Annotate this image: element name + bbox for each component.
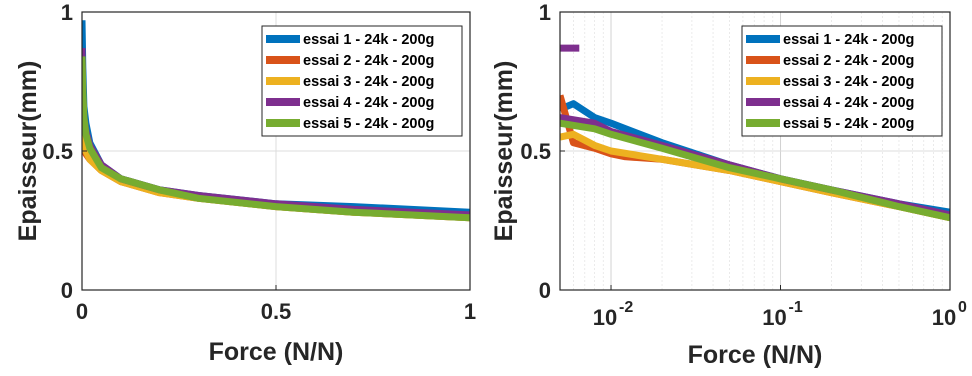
left-legend-label-4: essai 4 - 24k - 200g (303, 95, 434, 111)
right-y-tick-label: 1 (539, 0, 551, 25)
left-x-tick-label: 1 (464, 299, 476, 324)
right-legend-label-1: essai 1 - 24k - 200g (783, 32, 914, 48)
left-x-axis-label: Force (N/N) (209, 338, 344, 366)
right-legend-label-3: essai 3 - 24k - 200g (783, 74, 914, 90)
left-y-tick-label: 1 (61, 0, 73, 25)
right-x-tick-exponent: 0 (958, 299, 967, 316)
right-legend-label-2: essai 2 - 24k - 200g (783, 53, 914, 69)
left-x-tick-label: 0.5 (261, 299, 292, 324)
right-y-axis-label: Epaisseur(mm) (490, 61, 518, 242)
left-series-group (82, 20, 470, 222)
left-x-tick-label: 0 (76, 299, 88, 324)
left-legend-label-3: essai 3 - 24k - 200g (303, 74, 434, 90)
right-legend: essai 1 - 24k - 200g essai 2 - 24k - 200g… (741, 25, 943, 137)
right-series-line-6 (560, 119, 950, 222)
right-series-group (560, 44, 950, 222)
right-x-axis-label: Force (N/N) (688, 341, 823, 369)
left-legend-label-5: essai 5 - 24k - 200g (303, 116, 434, 132)
left-y-axis-label: Epaisseur(mm) (14, 61, 42, 242)
right-x-tick-exponent: -2 (619, 299, 633, 316)
right-y-tick-label: 0.5 (520, 139, 551, 164)
left-legend-label-2: essai 2 - 24k - 200g (303, 53, 434, 69)
left-legend: essai 1 - 24k - 200g essai 2 - 24k - 200g… (261, 25, 463, 137)
right-x-tick-label: 10 (593, 305, 617, 330)
right-x-tick-label: 10 (932, 305, 956, 330)
left-y-tick-label: 0 (61, 278, 73, 303)
right-x-tick-exponent: -1 (789, 299, 803, 316)
right-y-tick-label: 0 (539, 278, 551, 303)
right-legend-label-5: essai 5 - 24k - 200g (783, 116, 914, 132)
right-legend-label-4: essai 4 - 24k - 200g (783, 95, 914, 111)
left-chart: 0 0.5 1 0 0.5 1 Force (N/N) Epaisseur(mm) essai … (14, 0, 476, 366)
left-y-tick-label: 0.5 (42, 139, 73, 164)
left-series-line-5 (82, 56, 470, 222)
right-x-tick-label: 10 (762, 305, 786, 330)
left-legend-label-1: essai 1 - 24k - 200g (303, 32, 434, 48)
